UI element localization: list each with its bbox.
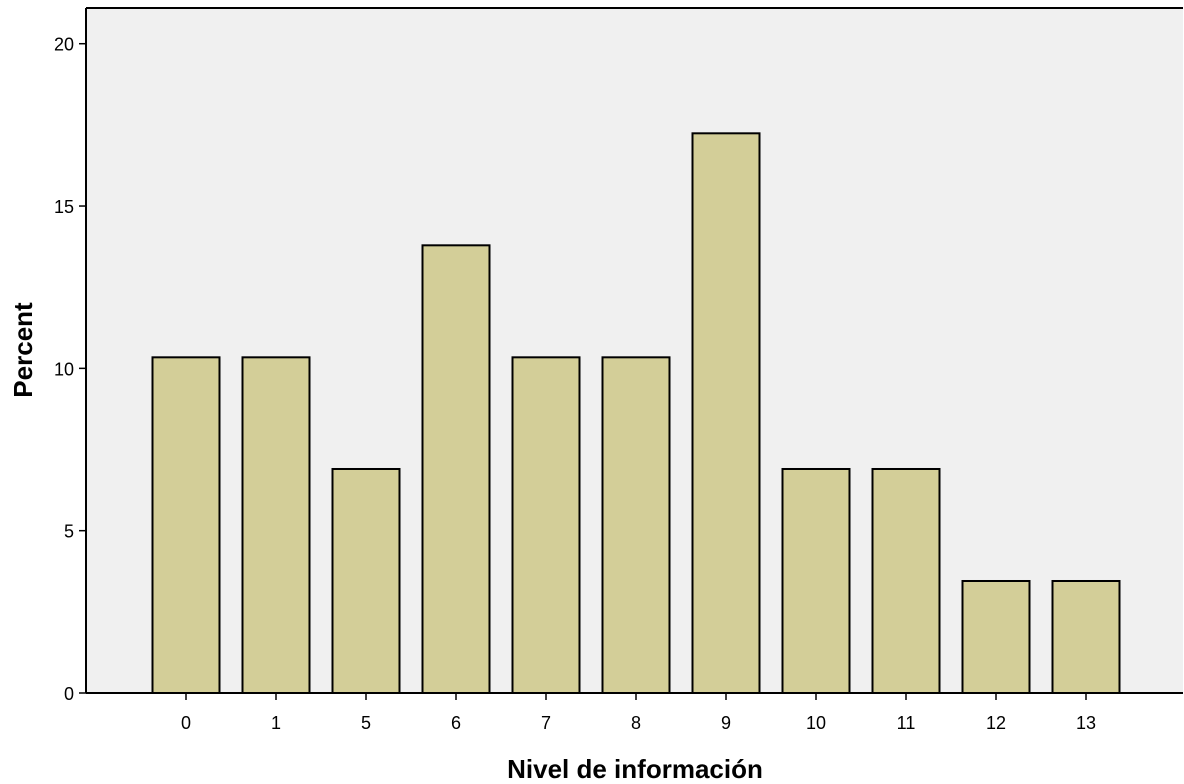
x-tick-label-8: 8 (631, 713, 641, 733)
bars-group (151, 132, 1121, 695)
x-tick-label-10: 10 (806, 713, 826, 733)
x-tick-label-12: 12 (986, 713, 1006, 733)
bar-0 (151, 356, 221, 694)
y-axis-ticks: 0 5 10 15 20 (54, 35, 86, 704)
y-tick-label-5: 5 (64, 522, 74, 542)
x-tick-label-7: 7 (541, 713, 551, 733)
y-tick-label-10: 10 (54, 359, 74, 379)
bar-10 (781, 467, 851, 695)
bar-11 (871, 467, 941, 695)
x-tick-label-9: 9 (721, 713, 731, 733)
x-tick-label-11: 11 (897, 713, 916, 733)
x-tick-label-0: 0 (181, 713, 191, 733)
x-tick-label-6: 6 (451, 713, 461, 733)
x-axis-ticks: 0 1 5 6 7 8 9 10 11 12 13 (181, 693, 1096, 733)
x-tick-label-1: 1 (271, 713, 281, 733)
bar-6 (421, 244, 491, 695)
bar-12 (961, 579, 1031, 694)
x-tick-label-5: 5 (361, 713, 371, 733)
y-tick-label-0: 0 (64, 684, 74, 704)
bar-7 (511, 356, 581, 694)
bar-5 (331, 467, 401, 695)
x-tick-label-13: 13 (1076, 713, 1096, 733)
bar-13 (1051, 579, 1121, 694)
bar-9 (691, 132, 761, 694)
bar-8 (601, 356, 671, 694)
y-tick-label-15: 15 (54, 197, 74, 217)
y-tick-label-20: 20 (54, 35, 74, 55)
x-axis-title: Nivel de información (507, 754, 763, 784)
y-axis-title: Percent (8, 302, 38, 398)
bar-1 (241, 356, 311, 694)
